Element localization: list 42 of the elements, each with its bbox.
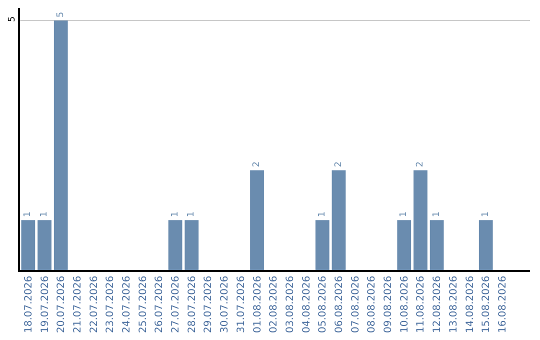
x-tick-label: 05.08.2026 [318, 276, 329, 334]
x-tick-label: 14.08.2026 [464, 276, 476, 334]
x-tick-label: 27.07.2026 [170, 276, 182, 334]
x-tick-label: 25.07.2026 [138, 276, 149, 334]
x-tick-label: 12.08.2026 [432, 276, 444, 334]
data-label: 1 [170, 211, 180, 218]
x-tick-label: 09.08.2026 [383, 276, 394, 334]
x-tick-label: 04.08.2026 [301, 276, 312, 334]
data-label: 1 [23, 211, 34, 218]
data-label: 1 [317, 211, 328, 218]
x-tick-label: 19.07.2026 [40, 276, 51, 334]
x-tick-label: 29.07.2026 [203, 276, 214, 334]
x-tick-label: 24.07.2026 [122, 276, 132, 334]
x-tick-label: 15.08.2026 [481, 276, 492, 334]
x-tick-label: 08.08.2026 [366, 276, 378, 334]
data-label: 1 [40, 211, 50, 218]
x-tick-label: 28.07.2026 [186, 276, 198, 334]
x-tick-label: 31.07.2026 [236, 276, 247, 334]
x-tick-label: 01.08.2026 [252, 276, 264, 334]
x-tick-label: 07.08.2026 [350, 276, 362, 334]
x-tick-label: 21.07.2026 [72, 276, 84, 334]
data-label: 1 [432, 211, 442, 218]
x-tick-label: 10.08.2026 [399, 276, 410, 334]
x-tick-label: 16.08.2026 [497, 276, 508, 334]
x-tick-label: 30.07.2026 [220, 276, 231, 334]
data-label: 1 [399, 211, 410, 218]
data-label: 1 [480, 211, 491, 218]
x-tick-label: 23.07.2026 [105, 276, 116, 334]
data-label: 5 [56, 12, 66, 18]
data-label: 2 [415, 161, 426, 168]
x-tick-label: 06.08.2026 [334, 276, 345, 334]
data-label: 1 [186, 211, 197, 218]
x-tick-label: 11.08.2026 [416, 276, 427, 334]
x-tick-label: 03.08.2026 [284, 276, 296, 334]
x-tick-label: 26.07.2026 [154, 276, 166, 334]
data-label: 2 [334, 161, 344, 168]
x-tick-label: 02.08.2026 [268, 276, 280, 334]
x-tick-label: 20.07.2026 [56, 276, 68, 334]
x-tick-label: 22.07.2026 [88, 276, 100, 334]
x-tick-label: 18.07.2026 [23, 276, 34, 334]
x-tick-label: 13.08.2026 [448, 276, 460, 334]
data-label: 2 [252, 161, 262, 168]
